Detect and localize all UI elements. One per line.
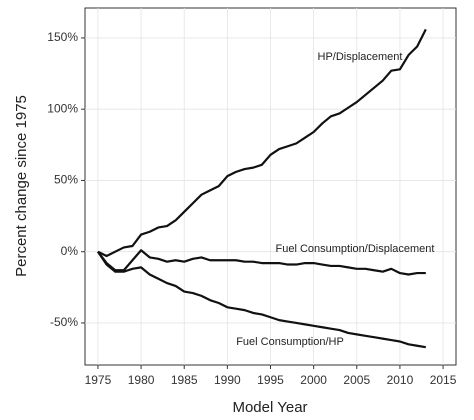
y-tick-label: 100%: [47, 101, 78, 115]
series-label: Fuel Consumption/Displacement: [276, 243, 435, 255]
y-tick-label: -50%: [50, 315, 78, 329]
y-tick-label: 50%: [54, 173, 78, 187]
series-label: HP/Displacement: [318, 51, 403, 63]
x-tick-label: 1990: [214, 373, 241, 387]
x-tick-label: 1995: [257, 373, 284, 387]
x-tick-label: 2015: [430, 373, 457, 387]
x-axis-title: Model Year: [232, 399, 307, 416]
y-tick-label: 150%: [47, 30, 78, 44]
x-tick-label: 1975: [85, 373, 112, 387]
x-tick-label: 1985: [171, 373, 198, 387]
series-line: [97, 249, 426, 276]
x-tick-label: 1980: [128, 373, 155, 387]
x-tick-label: 2000: [300, 373, 327, 387]
x-tick-label: 2010: [387, 373, 414, 387]
y-tick-label: 0%: [61, 244, 79, 258]
series-label: Fuel Consumption/HP: [236, 336, 344, 348]
x-tick-label: 2005: [343, 373, 370, 387]
y-axis-title: Percent change since 1975: [13, 95, 30, 277]
series-line: [97, 28, 427, 258]
series-line: [97, 251, 426, 349]
